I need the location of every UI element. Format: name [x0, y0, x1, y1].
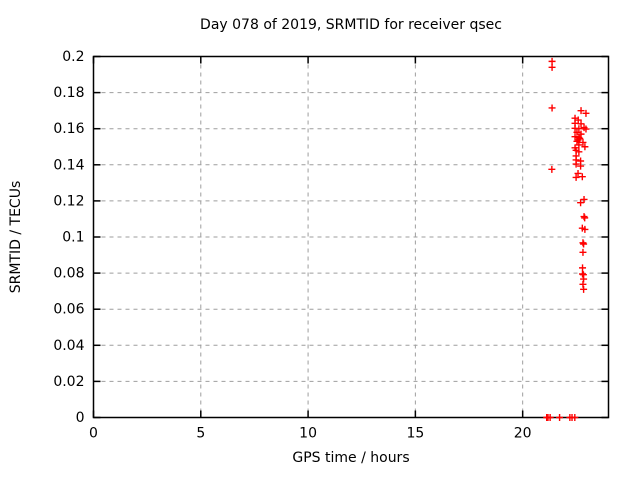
data-point-marker — [577, 120, 585, 128]
data-point-marker — [571, 414, 579, 421]
x-tick-label: 10 — [299, 426, 317, 442]
x-tick-label: 5 — [196, 426, 205, 442]
data-point-marker — [575, 141, 583, 149]
x-axis-label: GPS time / hours — [292, 450, 410, 466]
data-point-marker — [575, 125, 583, 133]
y-tick-label: 0.04 — [53, 338, 84, 354]
data-point-marker — [546, 414, 554, 421]
data-point-marker — [579, 138, 587, 146]
data-point-marker — [572, 173, 580, 181]
data-point-marker — [574, 169, 582, 177]
y-tick-label: 0.12 — [53, 193, 84, 209]
y-tick-label: 0.1 — [62, 230, 84, 246]
y-tick-label: 0.16 — [53, 121, 84, 137]
data-point-marker — [577, 107, 585, 115]
data-point-marker — [577, 199, 585, 207]
y-tick-label: 0.06 — [53, 302, 84, 318]
x-tick-label: 0 — [89, 426, 98, 442]
data-point-marker — [579, 270, 587, 278]
data-point-marker — [580, 240, 588, 248]
data-point-marker — [581, 225, 589, 233]
x-tick-label: 20 — [514, 426, 532, 442]
data-point-marker — [582, 109, 590, 117]
data-point-marker — [580, 195, 588, 203]
data-point-marker — [581, 214, 589, 222]
data-point-marker — [574, 136, 582, 144]
data-point-marker — [579, 248, 587, 256]
y-tick-label: 0.02 — [53, 374, 84, 390]
data-point-marker — [577, 162, 585, 170]
y-tick-label: 0.2 — [62, 49, 84, 65]
data-point-marker — [575, 148, 583, 156]
data-point-marker — [548, 165, 556, 173]
y-tick-label: 0.14 — [53, 157, 84, 173]
data-point-marker — [548, 63, 556, 71]
data-point-marker — [578, 173, 586, 181]
data-point-marker — [582, 125, 590, 133]
data-point-marker — [581, 143, 589, 151]
data-point-marker — [573, 137, 581, 145]
y-tick-label: 0 — [76, 410, 85, 426]
y-tick-label: 0.18 — [53, 85, 84, 101]
data-point-marker — [548, 104, 556, 112]
data-point-marker — [579, 264, 587, 272]
data-point-marker — [572, 160, 580, 168]
data-point-marker — [548, 57, 556, 65]
y-tick-label: 0.08 — [53, 266, 84, 282]
data-point-marker — [574, 116, 582, 124]
data-point-marker — [556, 414, 564, 421]
x-tick-label: 15 — [406, 426, 424, 442]
chart-title: Day 078 of 2019, SRMTID for receiver qse… — [200, 17, 502, 33]
data-point-marker — [580, 285, 588, 293]
data-point-marker — [573, 128, 581, 136]
